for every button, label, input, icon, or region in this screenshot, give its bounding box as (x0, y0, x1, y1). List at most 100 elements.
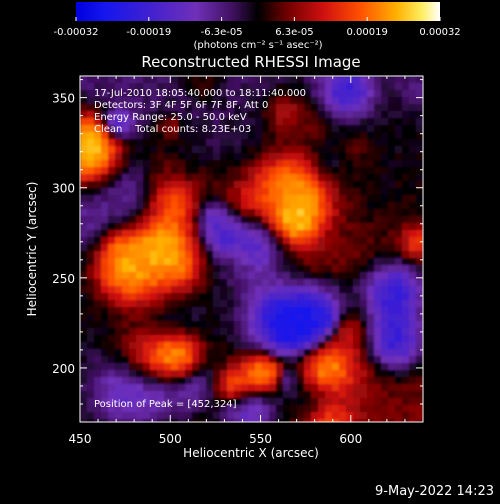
heatmap-cell (318, 153, 326, 161)
heatmap-cell (143, 335, 151, 343)
heatmap-cell (213, 265, 221, 273)
heatmap-cell (241, 328, 249, 336)
heatmap-cell (206, 321, 214, 329)
heatmap-cell (101, 167, 109, 175)
heatmap-cell (227, 300, 235, 308)
heatmap-cell (206, 230, 214, 238)
heatmap-cell (290, 272, 298, 280)
heatmap-cell (304, 132, 312, 140)
heatmap-cell (325, 125, 333, 133)
heatmap-cell (234, 139, 242, 147)
heatmap-cell (164, 258, 172, 266)
heatmap-cell (122, 412, 130, 420)
heatmap-cell (395, 244, 403, 252)
heatmap-cell (241, 321, 249, 329)
heatmap-cell (297, 419, 305, 422)
heatmap-cell (262, 412, 270, 420)
heatmap-cell (94, 216, 102, 224)
heatmap-cell (220, 412, 228, 420)
heatmap-cell (297, 167, 305, 175)
heatmap-cell (80, 314, 88, 322)
heatmap-cell (290, 419, 298, 422)
heatmap-cell (164, 125, 172, 133)
heatmap-cell (220, 97, 228, 105)
heatmap-cell (171, 398, 179, 406)
heatmap-cell (227, 314, 235, 322)
heatmap-cell (276, 202, 284, 210)
heatmap-cell (178, 139, 186, 147)
heatmap-cell (283, 363, 291, 371)
heatmap-cell (381, 265, 389, 273)
heatmap-cell (297, 97, 305, 105)
heatmap-cell (388, 223, 396, 231)
heatmap-cell (374, 97, 382, 105)
heatmap-cell (178, 237, 186, 245)
heatmap-cell (157, 139, 165, 147)
heatmap-cell (416, 335, 423, 343)
heatmap-cell (178, 181, 186, 189)
heatmap-cell (150, 132, 158, 140)
heatmap-cell (276, 314, 284, 322)
heatmap-cell (304, 160, 312, 168)
heatmap-cell (402, 90, 410, 98)
heatmap-cell (367, 398, 375, 406)
heatmap-cell (192, 230, 200, 238)
heatmap-cell (164, 216, 172, 224)
heatmap-cell (87, 335, 95, 343)
heatmap-cell (304, 139, 312, 147)
heatmap-cell (164, 111, 172, 119)
heatmap-cell (136, 111, 144, 119)
heatmap-cell (171, 335, 179, 343)
heatmap-cell (255, 307, 263, 315)
heatmap-cell (199, 293, 207, 301)
heatmap-cell (185, 104, 193, 112)
heatmap-cell (374, 146, 382, 154)
heatmap-cell (150, 328, 158, 336)
heatmap-cell (178, 314, 186, 322)
heatmap-cell (304, 244, 312, 252)
heatmap-cell (227, 307, 235, 315)
heatmap-cell (367, 118, 375, 126)
heatmap-cell (171, 174, 179, 182)
heatmap-cell (164, 195, 172, 203)
heatmap-cell (374, 195, 382, 203)
heatmap-cell (129, 104, 137, 112)
heatmap-cell (311, 370, 319, 378)
heatmap-cell (108, 286, 116, 294)
heatmap-cell (248, 111, 256, 119)
heatmap-cell (157, 237, 165, 245)
heatmap-cell (339, 104, 347, 112)
heatmap-cell (199, 202, 207, 210)
heatmap-cell (388, 90, 396, 98)
heatmap-cell (409, 97, 417, 105)
heatmap-cell (164, 349, 172, 357)
heatmap-cell (87, 398, 95, 406)
heatmap-cell (171, 391, 179, 399)
heatmap-cell (241, 370, 249, 378)
heatmap-cell (185, 216, 193, 224)
heatmap-cell (388, 139, 396, 147)
heatmap-cell (129, 265, 137, 273)
heatmap-cell (374, 174, 382, 182)
heatmap-cell (143, 202, 151, 210)
heatmap-cell (157, 244, 165, 252)
heatmap-cell (255, 118, 263, 126)
heatmap-cell (94, 370, 102, 378)
heatmap-cell (108, 195, 116, 203)
heatmap-cell (402, 76, 410, 84)
heatmap-cell (262, 398, 270, 406)
heatmap-cell (367, 419, 375, 422)
heatmap-cell (388, 314, 396, 322)
heatmap-cell (416, 188, 423, 196)
heatmap-cell (374, 349, 382, 357)
heatmap-cell (108, 328, 116, 336)
heatmap-cell (325, 384, 333, 392)
heatmap-cell (164, 223, 172, 231)
heatmap-cell (374, 335, 382, 343)
heatmap-cell (157, 97, 165, 105)
heatmap-cell (409, 272, 417, 280)
heatmap-cell (325, 195, 333, 203)
heatmap-cell (94, 237, 102, 245)
heatmap-cell (297, 160, 305, 168)
heatmap-cell (122, 111, 130, 119)
